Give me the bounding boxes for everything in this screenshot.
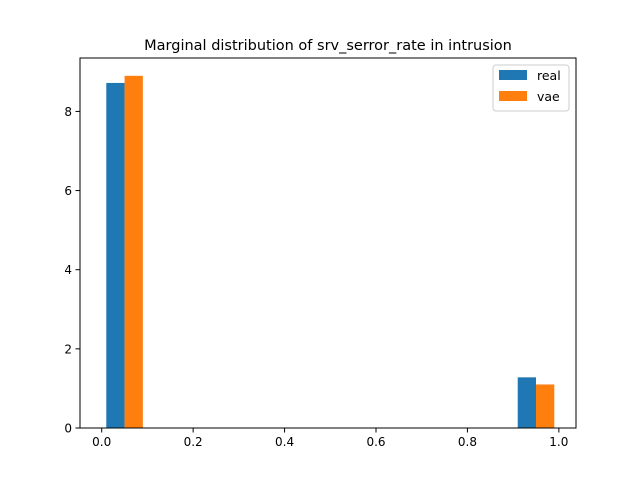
- y-tick-label: 2: [64, 342, 72, 356]
- bars-layer: [106, 75, 555, 428]
- bar-vae-bin-0: [124, 75, 143, 428]
- y-tick-label: 8: [64, 105, 72, 119]
- x-tick-label: 1.0: [549, 435, 568, 449]
- y-axis-ticks: 0 2 4 6 8: [64, 105, 80, 436]
- plot-frame: [79, 57, 577, 429]
- x-tick-label: 0.4: [275, 435, 294, 449]
- y-tick-label: 6: [64, 184, 72, 198]
- x-tick-label: 0.6: [366, 435, 385, 449]
- x-axis-ticks: 0.0 0.2 0.4 0.6 0.8 1.0: [92, 428, 568, 449]
- legend-swatch-vae: [499, 91, 527, 101]
- bar-vae-bin-9: [536, 384, 555, 428]
- legend-label-real: real: [537, 68, 561, 83]
- x-tick-label: 0.8: [458, 435, 477, 449]
- chart-title: Marginal distribution of srv_serror_rate…: [144, 38, 512, 54]
- y-tick-label: 4: [64, 263, 72, 277]
- legend-label-vae: vae: [537, 89, 560, 104]
- bar-real-bin-0: [106, 82, 125, 428]
- x-tick-label: 0.2: [184, 435, 203, 449]
- legend: real vae: [492, 64, 570, 112]
- bar-real-bin-9: [517, 377, 536, 428]
- y-tick-label: 0: [64, 422, 72, 436]
- legend-swatch-real: [499, 70, 527, 80]
- x-tick-label: 0.0: [92, 435, 111, 449]
